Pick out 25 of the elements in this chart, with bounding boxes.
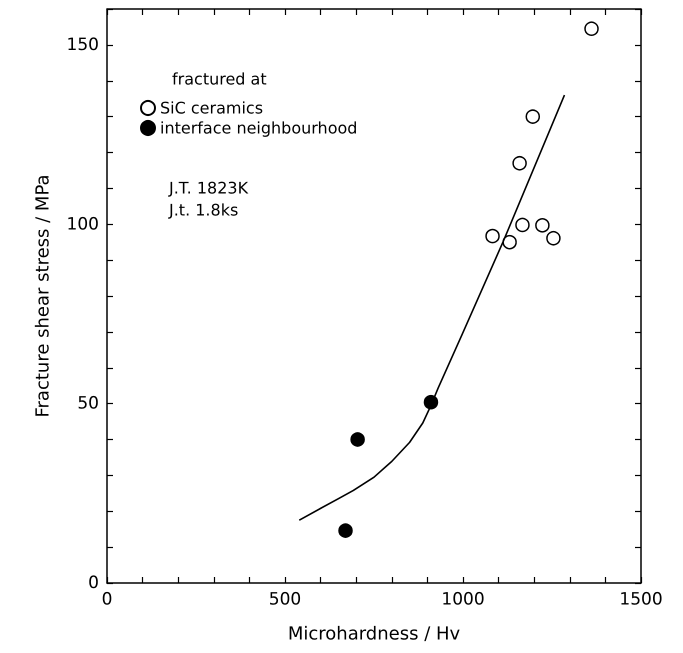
legend-label: interface neighbourhood — [160, 118, 358, 138]
y-tick-label: 50 — [77, 394, 99, 414]
x-tick-label: 1500 — [619, 590, 663, 610]
point — [515, 218, 530, 232]
point — [338, 523, 353, 538]
x-tick-label: 1000 — [441, 590, 485, 610]
point — [502, 234, 517, 250]
y-tick-label: 0 — [88, 573, 99, 593]
point — [526, 109, 540, 124]
x-tick-label: 500 — [268, 590, 302, 610]
legend-title: fractured at — [172, 70, 267, 88]
point — [512, 156, 527, 171]
point — [535, 218, 550, 233]
x-tick-label: 0 — [102, 590, 112, 610]
point — [584, 21, 599, 36]
y-tick-label: 150 — [66, 34, 99, 55]
point — [350, 432, 365, 447]
point — [485, 228, 500, 244]
y-tick-label: 100 — [66, 214, 99, 234]
y-axis-title: Fracture shear stress / MPa — [32, 174, 54, 418]
annotation: J.t. 1.8ks — [168, 200, 238, 220]
point — [546, 230, 561, 246]
legend-label: SiC ceramics — [160, 98, 264, 118]
annotation: J.T. 1823K — [168, 178, 249, 198]
x-axis-title: Microhardness / Hv — [288, 624, 461, 644]
